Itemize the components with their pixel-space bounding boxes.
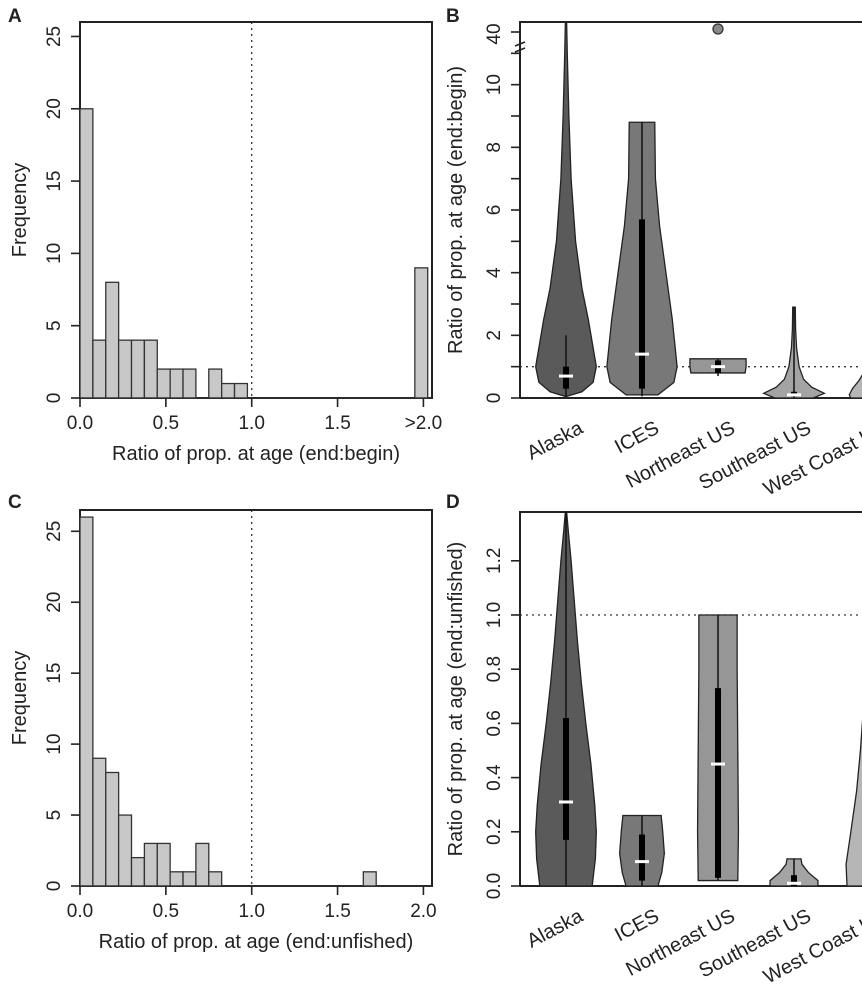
y-tick-label: 15 bbox=[44, 171, 65, 192]
y-tick-label: 10 bbox=[44, 243, 65, 264]
x-tick-label: >2.0 bbox=[405, 413, 443, 434]
histogram-bar bbox=[195, 842, 210, 887]
histogram-bar bbox=[208, 368, 223, 399]
y-tick-label: 6 bbox=[484, 205, 505, 216]
y-tick-label: 2 bbox=[484, 330, 505, 341]
histogram-bar bbox=[105, 281, 120, 399]
x-tick-label: 1.5 bbox=[324, 901, 350, 922]
x-tick-label: 2.0 bbox=[410, 901, 436, 922]
y-tick-label: 0.2 bbox=[484, 819, 505, 845]
y-axis bbox=[71, 530, 80, 887]
outlier-point bbox=[712, 23, 724, 35]
histogram-bar bbox=[221, 382, 236, 399]
histogram-bar bbox=[208, 871, 223, 887]
y-tick-label: 0 bbox=[44, 393, 65, 404]
y-tick-label: 10 bbox=[484, 74, 505, 95]
y-tick-label: 1.0 bbox=[484, 602, 505, 628]
panel-letter-b: B bbox=[446, 6, 460, 27]
y-axis-label: Ratio of prop. at age (end:unfished) bbox=[445, 542, 467, 857]
y-tick-label: 20 bbox=[44, 98, 65, 119]
x-category-label: ICES bbox=[611, 417, 663, 458]
y-axis-label: Frequency bbox=[9, 163, 31, 258]
violin-shape bbox=[848, 374, 862, 399]
y-axis-label: Ratio of prop. at age (end:begin) bbox=[445, 66, 467, 354]
x-axis-label: Ratio of prop. at age (end:begin) bbox=[112, 443, 400, 465]
y-axis-label: Frequency bbox=[9, 651, 31, 746]
x-tick-label: 0.0 bbox=[67, 413, 93, 434]
y-tick-label: 0 bbox=[484, 393, 505, 404]
x-tick-label: 1.0 bbox=[238, 413, 264, 434]
histogram-bar bbox=[92, 339, 107, 399]
axis-break-mark bbox=[514, 47, 526, 53]
histogram-bar bbox=[105, 771, 120, 887]
histogram-bar bbox=[130, 856, 146, 887]
x-axis bbox=[79, 398, 425, 407]
histogram-bar bbox=[169, 368, 184, 399]
y-tick-label: 10 bbox=[44, 734, 65, 755]
y-tick-label: 0.8 bbox=[484, 656, 505, 682]
y-tick-label: 20 bbox=[44, 592, 65, 613]
histogram-bar bbox=[143, 842, 158, 887]
panel-c-histogram: 0.0 0.5 1.0 1.5 2.0 0 5 10 15 20 25 Ratio of prop. … bbox=[9, 509, 437, 953]
y-tick-label: 40 bbox=[484, 23, 505, 44]
violin-shape bbox=[535, 21, 597, 398]
y-tick-label: 1.2 bbox=[484, 548, 505, 574]
violin-shape bbox=[845, 718, 862, 887]
histogram-bar bbox=[79, 108, 94, 399]
x-tick-label: 0.0 bbox=[67, 901, 93, 922]
y-tick-label: 0.4 bbox=[484, 764, 505, 791]
histogram-bar bbox=[414, 267, 429, 399]
histogram-bar bbox=[233, 382, 249, 399]
y-axis bbox=[511, 559, 520, 887]
y-tick-label: 15 bbox=[44, 663, 65, 684]
x-tick-label: 1.0 bbox=[238, 901, 264, 922]
histogram-bar bbox=[169, 871, 184, 887]
plot-frame bbox=[519, 511, 862, 886]
histogram-bar bbox=[130, 339, 146, 399]
panel-letter-a: A bbox=[8, 6, 22, 27]
panel-letter-d: D bbox=[446, 492, 460, 513]
x-axis bbox=[79, 886, 425, 895]
x-tick-label: 1.5 bbox=[324, 413, 350, 434]
y-tick-label: 5 bbox=[44, 320, 65, 331]
histogram-bar bbox=[156, 842, 171, 887]
axis-break-mark bbox=[514, 41, 526, 47]
histogram-bar bbox=[362, 871, 377, 887]
histogram-bar bbox=[156, 368, 171, 399]
x-category-label: ICES bbox=[611, 905, 663, 946]
histogram-bar bbox=[143, 339, 158, 399]
y-axis bbox=[71, 35, 80, 399]
y-tick-label: 0.6 bbox=[484, 710, 505, 736]
histogram-bar bbox=[182, 871, 197, 887]
y-tick-label: 5 bbox=[44, 810, 65, 821]
x-category-label: Alaska bbox=[523, 905, 587, 953]
y-tick-label: 0 bbox=[44, 881, 65, 892]
y-tick-label: 25 bbox=[44, 26, 65, 47]
x-tick-label: 0.5 bbox=[153, 901, 179, 922]
panel-letter-c: C bbox=[8, 492, 22, 513]
histogram-bar bbox=[182, 368, 197, 399]
plot-frame bbox=[79, 509, 433, 887]
x-category-label: Alaska bbox=[523, 417, 587, 465]
y-axis bbox=[511, 31, 526, 399]
histogram-bar bbox=[117, 339, 133, 399]
histogram-bar bbox=[117, 814, 133, 887]
y-tick-label: 8 bbox=[484, 142, 505, 153]
y-tick-label: 4 bbox=[484, 267, 505, 278]
x-tick-label: 0.5 bbox=[153, 413, 179, 434]
histogram-bar bbox=[92, 757, 107, 887]
y-tick-label: 0.0 bbox=[484, 873, 505, 899]
histogram-bar bbox=[79, 516, 94, 887]
x-axis-label: Ratio of prop. at age (end:unfished) bbox=[99, 931, 414, 953]
y-tick-label: 25 bbox=[44, 521, 65, 542]
panel-a-histogram: 0.0 0.5 1.0 1.5 >2.0 0 5 10 15 20 25 Ratio of prop.… bbox=[9, 21, 443, 465]
